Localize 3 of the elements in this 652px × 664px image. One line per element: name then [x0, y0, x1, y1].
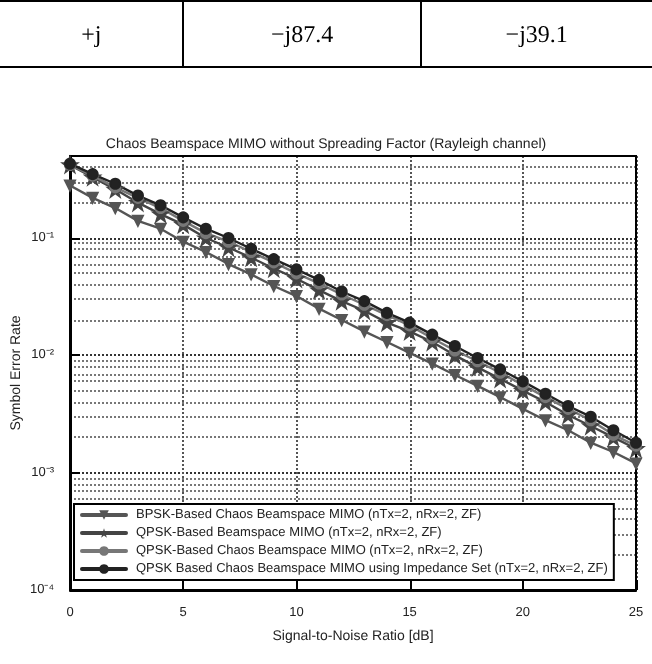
text: +j — [0, 2, 185, 66]
text: −j39.1 — [503, 17, 570, 51]
text: −j87.4 — [184, 2, 422, 66]
